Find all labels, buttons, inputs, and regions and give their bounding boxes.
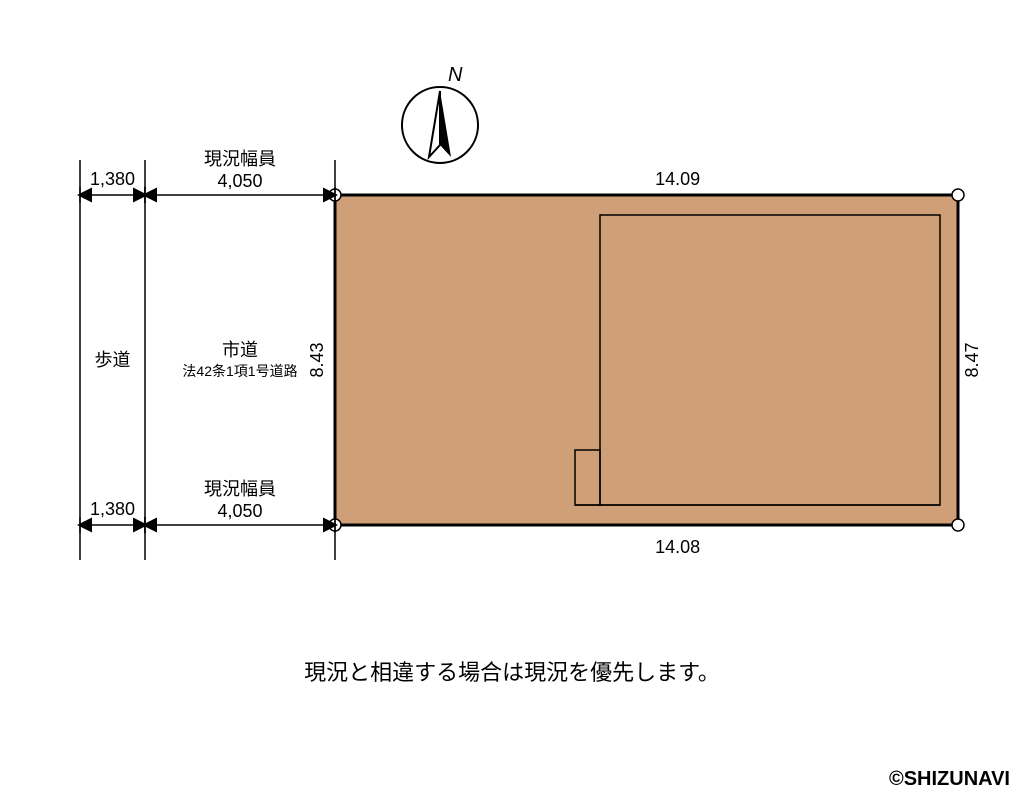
road-width-label-top: 現況幅員	[204, 149, 276, 169]
dim-bottom: 14.08	[655, 537, 700, 557]
dim-right: 8.47	[962, 342, 982, 377]
dim-left: 8.43	[307, 342, 327, 377]
corner-marker-1	[952, 189, 964, 201]
compass-n-label: N	[448, 64, 463, 86]
dim-top: 14.09	[655, 169, 700, 189]
copyright-label: ©SHIZUNAVI	[889, 768, 1010, 790]
note-text: 現況と相違する場合は現況を優先します。	[304, 660, 720, 685]
dimlabel-sidewalk-top: 1,380	[90, 169, 135, 189]
lot-boundary	[335, 195, 958, 525]
compass-arrow-left	[429, 91, 440, 157]
city-road-label: 市道	[222, 340, 258, 360]
road-width-value-bottom: 4,050	[217, 501, 262, 521]
city-road-sublabel: 法42条1項1号道路	[182, 363, 297, 379]
road-width-label-bottom: 現況幅員	[204, 479, 276, 499]
road-width-value-top: 4,050	[217, 171, 262, 191]
corner-marker-2	[952, 519, 964, 531]
compass-arrow-right	[440, 91, 451, 157]
dimlabel-sidewalk-bottom: 1,380	[90, 499, 135, 519]
sidewalk-label: 歩道	[95, 350, 131, 370]
